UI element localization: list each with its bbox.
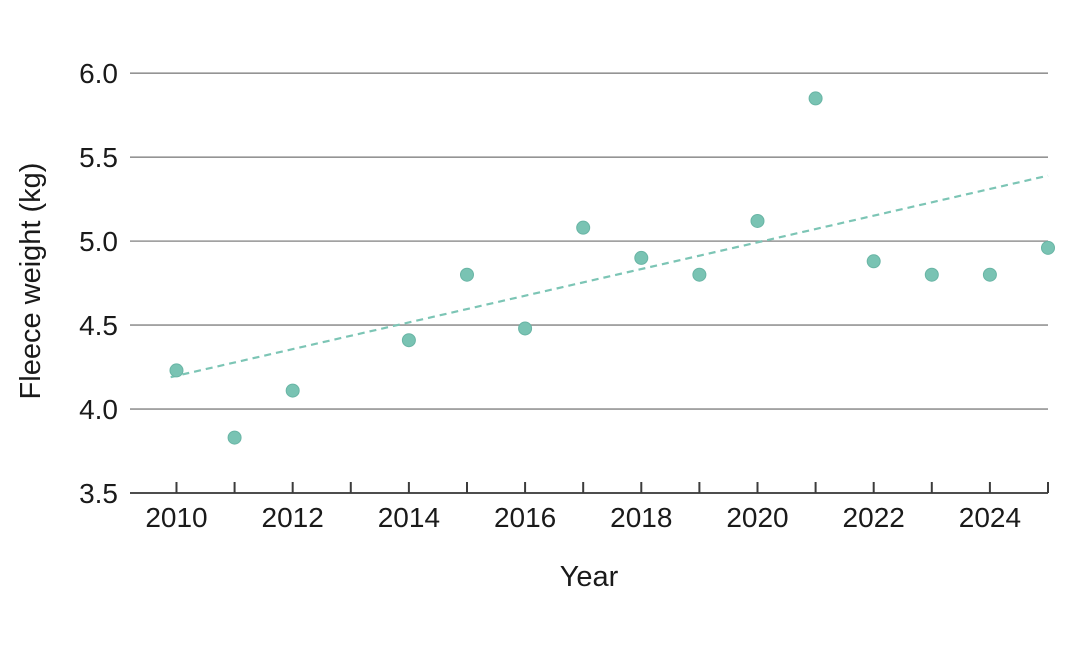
x-tick-label: 2010 [145,502,207,533]
x-tick-label: 2020 [726,502,788,533]
x-tick-label: 2024 [959,502,1021,533]
data-point [982,267,997,282]
data-point [285,383,300,398]
data-point [808,91,823,106]
y-tick-label: 6.0 [79,58,118,89]
y-tick-label: 4.0 [79,394,118,425]
data-point [924,267,939,282]
data-point [576,220,591,235]
x-tick-label: 2012 [262,502,324,533]
x-tick-label: 2014 [378,502,440,533]
y-tick-label: 4.5 [79,310,118,341]
trend-line [170,174,1049,379]
y-tick-label: 5.5 [79,142,118,173]
x-axis-title: Year [560,561,619,593]
data-point [1041,240,1055,255]
x-tick-label: 2018 [610,502,672,533]
y-axis-title: Fleece weight (kg) [15,163,47,400]
data-point [634,250,649,265]
data-point [401,333,416,348]
data-point [518,321,533,336]
data-point [459,267,474,282]
x-tick-label: 2022 [843,502,905,533]
x-tick-label: 2016 [494,502,556,533]
chart-layers: 3.5 4.0 4.5 5.0 5.5 6.0 2010 2012 2014 2016 2018 20… [79,58,1055,533]
y-tick-label: 5.0 [79,226,118,257]
data-point [692,267,707,282]
data-point [866,254,881,269]
data-point [227,430,242,445]
data-point [169,363,184,378]
y-tick-label: 3.5 [79,478,118,509]
data-point [750,213,765,228]
